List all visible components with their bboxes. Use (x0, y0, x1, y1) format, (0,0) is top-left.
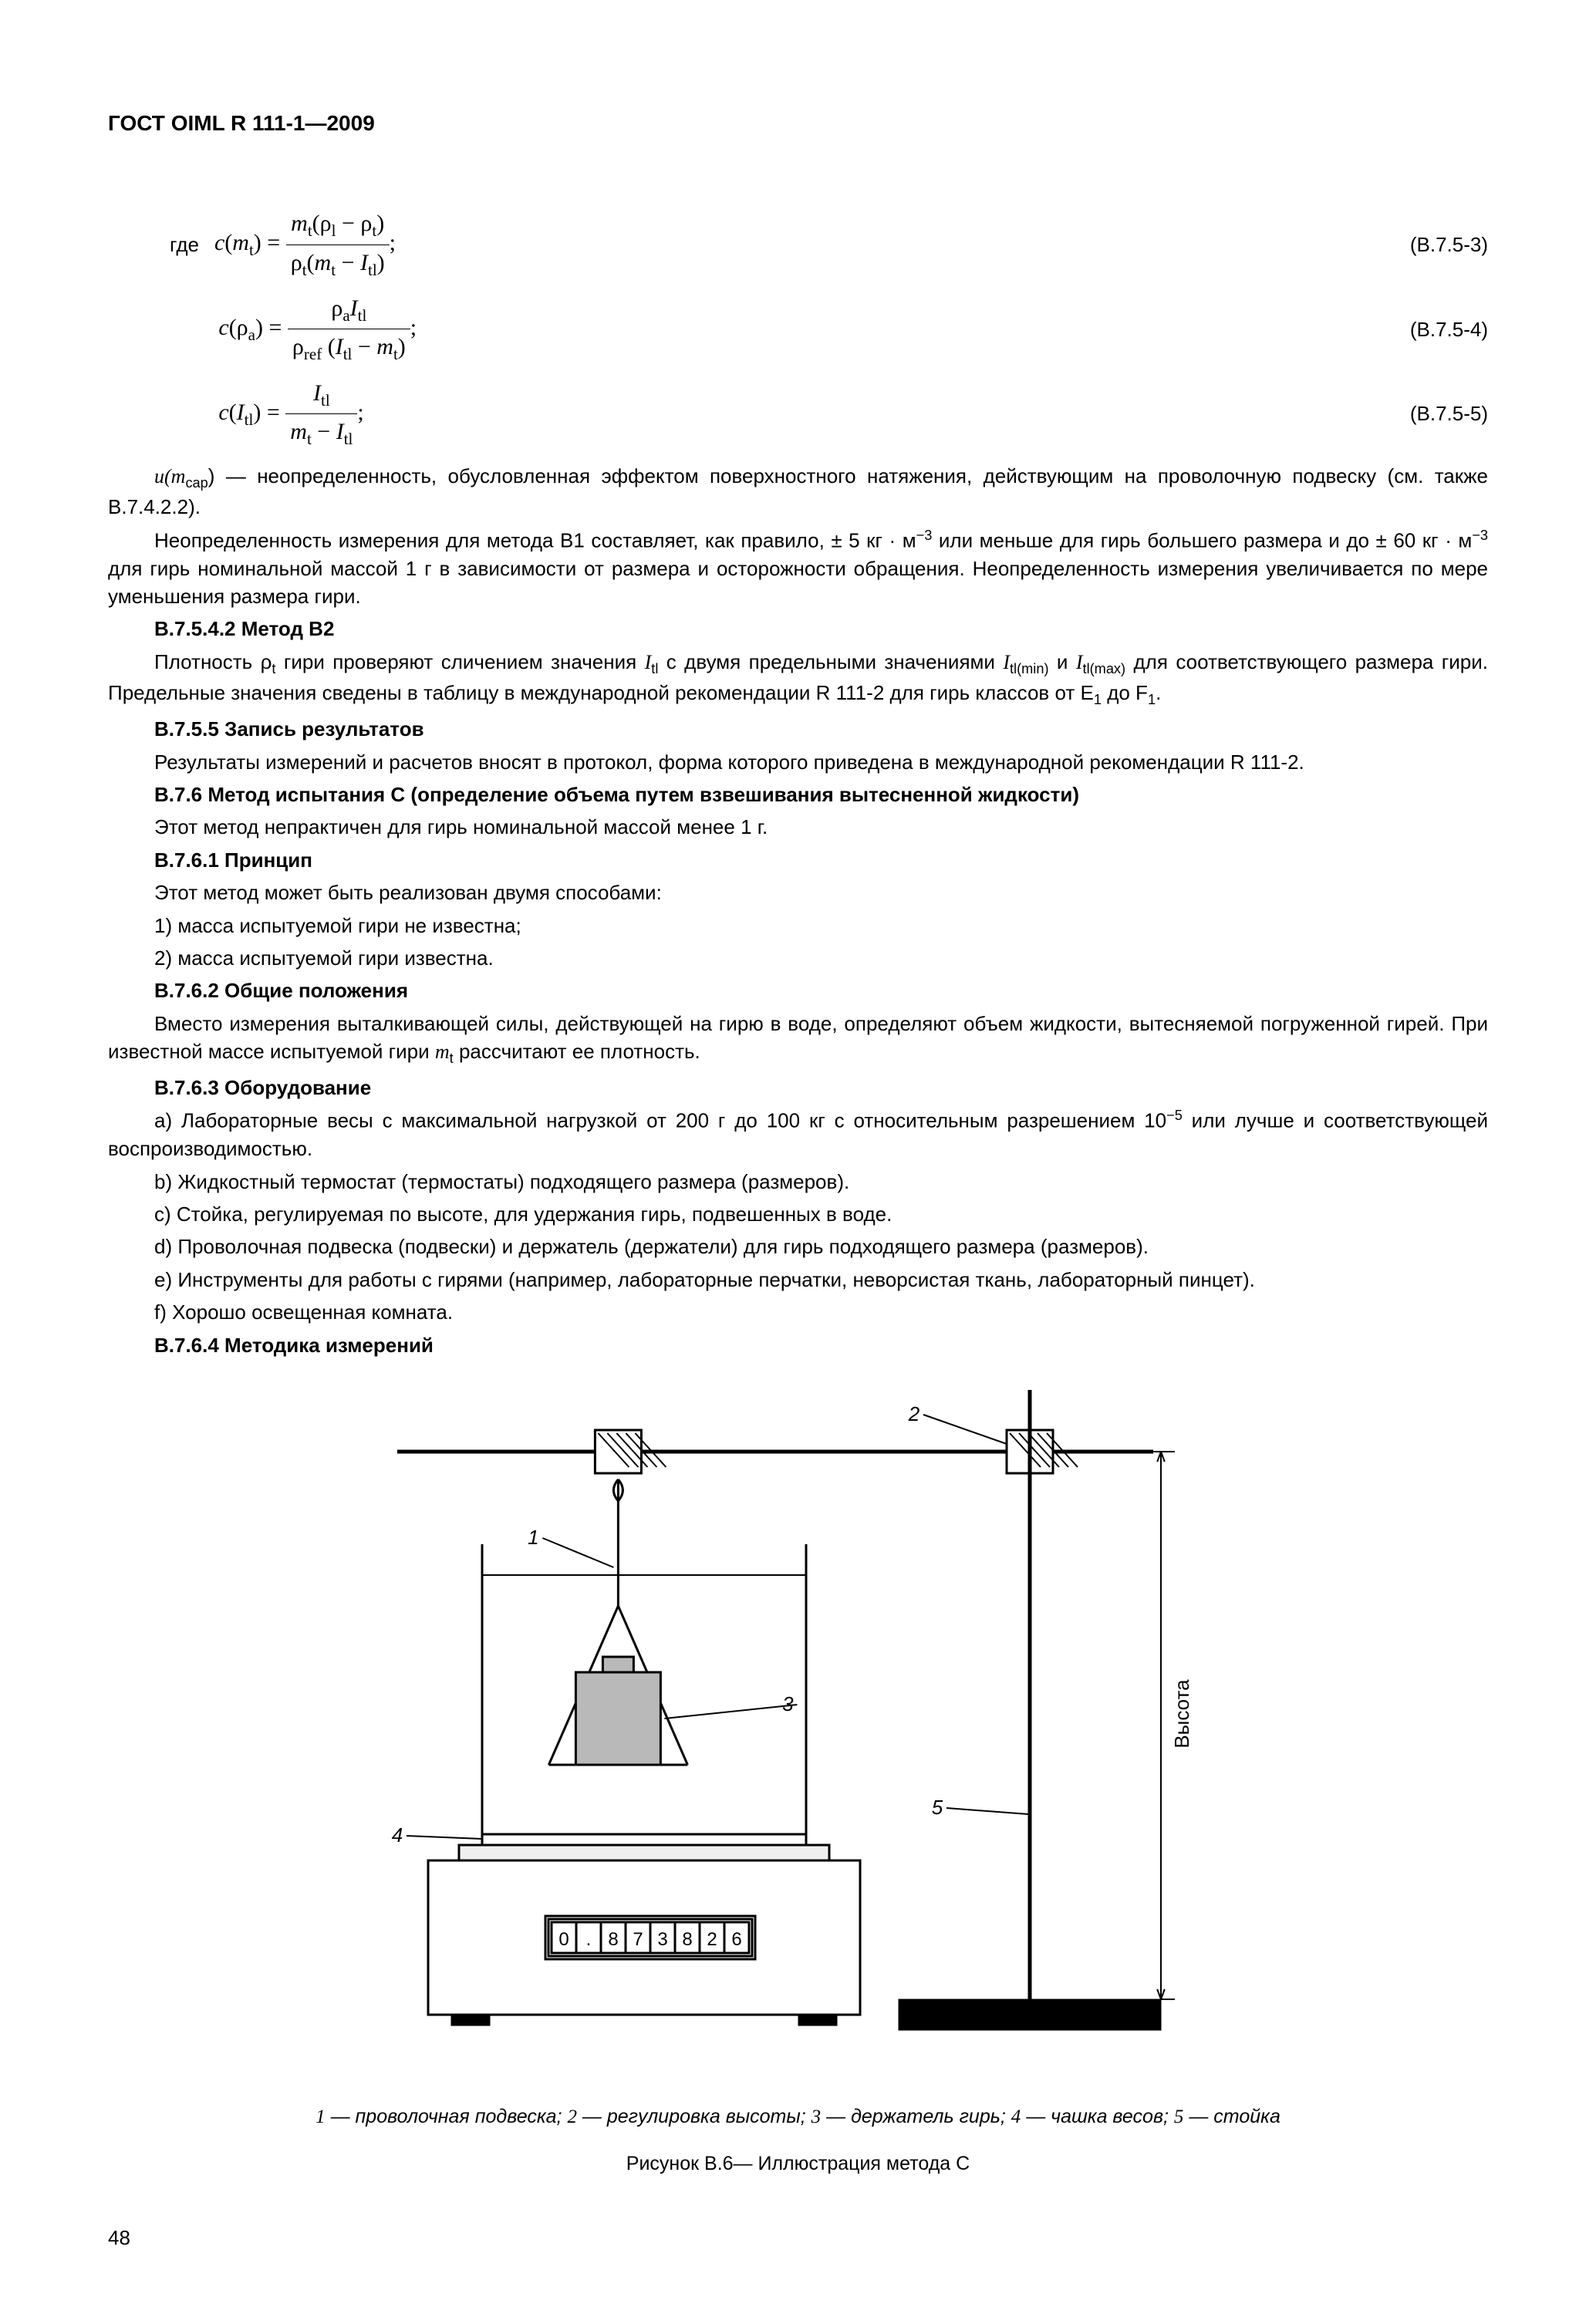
svg-text:8: 8 (682, 1929, 692, 1950)
figure-b6: Высота0.87382612345 1 — проволочная подв… (108, 1382, 1488, 2177)
h-b7542: В.7.5.4.2 Метод В2 (108, 615, 1488, 643)
svg-text:7: 7 (633, 1929, 643, 1950)
h-b76: В.7.6 Метод испытания С (определение объ… (108, 781, 1488, 808)
equation-b75-5: c(Itl) = Itl mt − Itl ; (В.7.5-5) (170, 377, 1488, 451)
p-b762: Вместо измерения выталкивающей силы, дей… (108, 1010, 1488, 1069)
svg-text:.: . (585, 1929, 591, 1950)
h-b755: В.7.5.5 Запись результатов (108, 715, 1488, 743)
h-b762: В.7.6.2 Общие положения (108, 977, 1488, 1004)
doc-header: ГОСТ OIML R 111-1—2009 (108, 108, 1488, 138)
p-b763-c: c) Стойка, регулируемая по высоте, для у… (108, 1200, 1488, 1228)
page-number: 48 (108, 2224, 1488, 2252)
p-b761-2: 2) масса испытуемой гири известна. (108, 944, 1488, 972)
p-b761-1: 1) масса испытуемой гири не известна; (108, 912, 1488, 939)
p-b763-a: a) Лабораторные весы с максимальной нагр… (108, 1106, 1488, 1162)
svg-text:2: 2 (907, 1402, 919, 1425)
svg-text:6: 6 (731, 1929, 741, 1950)
eq-body: c(mt) = mt(ρl − ρt) ρt(mt − Itl) ; (214, 207, 1380, 282)
svg-text:5: 5 (931, 1796, 943, 1819)
p-plot: Плотность ρt гири проверяют сличением зн… (108, 648, 1488, 710)
eq-number: (В.7.5-3) (1380, 231, 1488, 258)
diagram-svg: Высота0.87382612345 (336, 1382, 1261, 2076)
p-umcap: u(mcap) — неопределенность, обусловленна… (108, 462, 1488, 521)
svg-text:3: 3 (782, 1692, 794, 1715)
svg-text:3: 3 (657, 1929, 667, 1950)
svg-text:2: 2 (707, 1929, 717, 1950)
p-neopr: Неопределенность измерения для метода В1… (108, 526, 1488, 611)
h-b764: В.7.6.4 Методика измерений (108, 1331, 1488, 1359)
p-b755: Результаты измерений и расчетов вносят в… (108, 748, 1488, 776)
p-b763-e: e) Инструменты для работы с гирями (напр… (108, 1266, 1488, 1294)
p-b763-d: d) Проволочная подвеска (подвески) и дер… (108, 1233, 1488, 1260)
equation-b75-4: c(ρa) = ρaItl ρref (Itl − mt) ; (В.7.5-4… (170, 292, 1488, 366)
figure-caption: Рисунок В.6— Иллюстрация метода С (108, 2150, 1488, 2177)
svg-text:Высота: Высота (1170, 1679, 1193, 1749)
eq-number: (В.7.5-4) (1380, 315, 1488, 343)
p-b761: Этот метод может быть реализован двумя с… (108, 879, 1488, 906)
svg-text:0: 0 (558, 1929, 569, 1950)
p-b763-f: f) Хорошо освещенная комната. (108, 1298, 1488, 1326)
p-b763-b: b) Жидкостный термостат (термостаты) под… (108, 1168, 1488, 1196)
h-b761: В.7.6.1 Принцип (108, 846, 1488, 874)
svg-text:8: 8 (608, 1929, 618, 1950)
figure-legend: 1 — проволочная подвеска; 2 — регулировк… (108, 2103, 1488, 2130)
h-b763: В.7.6.3 Оборудование (108, 1074, 1488, 1101)
eq-number: (В.7.5-5) (1380, 400, 1488, 427)
equation-b75-3: где c(mt) = mt(ρl − ρt) ρt(mt − Itl) ; (… (170, 207, 1488, 282)
p-b76: Этот метод непрактичен для гирь номиналь… (108, 813, 1488, 841)
eq-body: c(Itl) = Itl mt − Itl ; (218, 377, 1380, 451)
eq-prefix: где (170, 231, 199, 258)
svg-text:1: 1 (528, 1526, 538, 1549)
eq-body: c(ρa) = ρaItl ρref (Itl − mt) ; (218, 292, 1380, 366)
svg-text:4: 4 (391, 1823, 402, 1847)
